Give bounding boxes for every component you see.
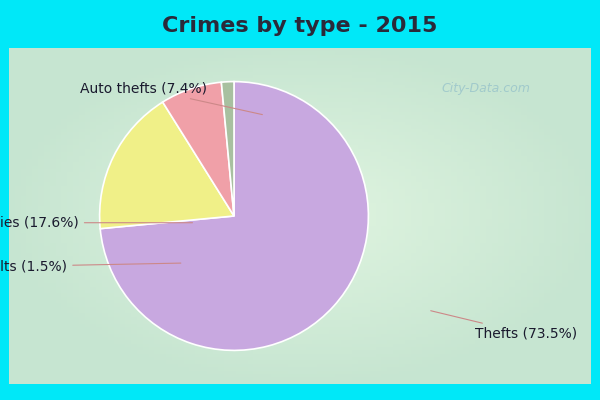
Text: Burglaries (17.6%): Burglaries (17.6%) — [0, 216, 193, 230]
Wedge shape — [100, 102, 234, 229]
Text: Thefts (73.5%): Thefts (73.5%) — [431, 311, 577, 340]
Wedge shape — [163, 82, 234, 216]
Wedge shape — [221, 82, 234, 216]
Wedge shape — [100, 82, 368, 350]
Text: Auto thefts (7.4%): Auto thefts (7.4%) — [80, 81, 262, 115]
Text: City-Data.com: City-Data.com — [442, 82, 530, 95]
Text: Crimes by type - 2015: Crimes by type - 2015 — [163, 16, 437, 36]
Text: Assaults (1.5%): Assaults (1.5%) — [0, 260, 181, 274]
